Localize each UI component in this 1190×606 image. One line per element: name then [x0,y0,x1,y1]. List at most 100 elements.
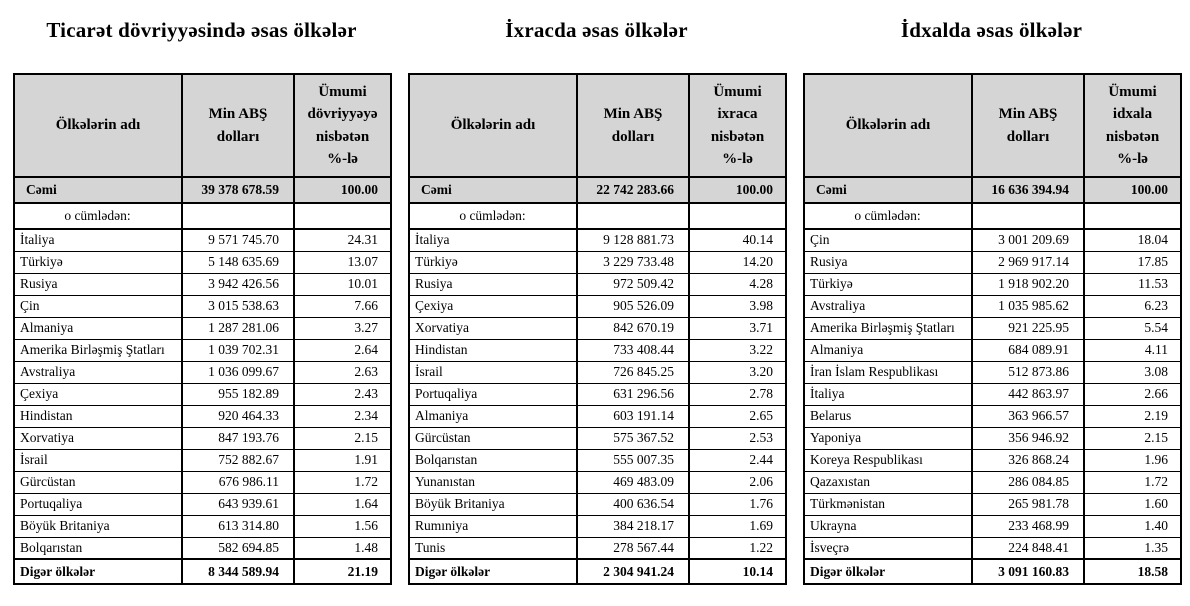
country-value: 512 873.86 [971,360,1085,384]
country-value: 842 670.19 [576,316,690,340]
table-row: Almaniya 684 089.91 4.11 [803,338,1182,362]
country-value: 3 229 733.48 [576,250,690,274]
column-header: Min ABŞ dolları [971,73,1085,178]
country-name: Rusiya [13,272,183,296]
country-value: 384 218.17 [576,514,690,538]
subheader-row: o cümlədən: [408,202,787,230]
country-value: 752 882.67 [181,448,295,472]
empty-cell [576,202,690,230]
empty-cell [181,202,295,230]
country-name: Türkiyə [803,272,973,296]
country-name: Gürcüstan [408,426,578,450]
country-percent: 10.01 [293,272,392,296]
table-row: Rumıniya 384 218.17 1.69 [408,514,787,538]
country-name: İtaliya [13,228,183,252]
country-value: 1 039 702.31 [181,338,295,362]
country-value: 972 509.42 [576,272,690,296]
table-row: Böyük Britaniya 400 636.54 1.76 [408,492,787,516]
table-row: Türkiyə 3 229 733.48 14.20 [408,250,787,274]
country-value: 356 946.92 [971,426,1085,450]
country-name: Çin [13,294,183,318]
country-value: 442 863.97 [971,382,1085,406]
country-percent: 18.04 [1083,228,1182,252]
country-name: Gürcüstan [13,470,183,494]
country-name: Ukrayna [803,514,973,538]
total-percent: 100.00 [688,176,787,204]
table-row: Gürcüstan 676 986.11 1.72 [13,470,392,494]
table-title-exports: İxracda əsas ölkələr [505,18,688,42]
table-row: Rusiya 2 969 917.14 17.85 [803,250,1182,274]
table-row: Xorvatiya 847 193.76 2.15 [13,426,392,450]
country-percent: 14.20 [688,250,787,274]
country-percent: 2.53 [688,426,787,450]
country-percent: 1.64 [293,492,392,516]
column-header: Min ABŞ dolları [181,73,295,178]
other-percent: 21.19 [293,558,392,585]
table-row: İsrail 726 845.25 3.20 [408,360,787,384]
country-name: Türkmənistan [803,492,973,516]
exports-table: Ölkələrin adı Min ABŞ dolları Ümumi ixraca… [408,73,787,585]
country-value: 1 036 099.67 [181,360,295,384]
country-name: Almaniya [408,404,578,428]
imports-table: Ölkələrin adı Min ABŞ dolları Ümumi idxala… [803,73,1182,585]
country-name: Türkiyə [408,250,578,274]
table-row: Koreya Respublikası 326 868.24 1.96 [803,448,1182,472]
country-name: İtaliya [803,382,973,406]
table-row: İtaliya 442 863.97 2.66 [803,382,1182,406]
country-name: Türkiyə [13,250,183,274]
country-value: 955 182.89 [181,382,295,406]
country-value: 233 468.99 [971,514,1085,538]
country-value: 5 148 635.69 [181,250,295,274]
table-row: Rusiya 3 942 426.56 10.01 [13,272,392,296]
table-row: Böyük Britaniya 613 314.80 1.56 [13,514,392,538]
country-percent: 40.14 [688,228,787,252]
country-percent: 1.96 [1083,448,1182,472]
country-name: Amerika Birləşmiş Ştatları [13,338,183,362]
table-row: Bolqarıstan 582 694.85 1.48 [13,536,392,560]
country-percent: 1.60 [1083,492,1182,516]
country-name: İsrail [13,448,183,472]
country-percent: 2.44 [688,448,787,472]
table-row: Almaniya 603 191.14 2.65 [408,404,787,428]
table-row: Çin 3 001 209.69 18.04 [803,228,1182,252]
table-row: İran İslam Respublikası 512 873.86 3.08 [803,360,1182,384]
country-name: Qazaxıstan [803,470,973,494]
country-name: Xorvatiya [408,316,578,340]
subheader-row: o cümlədən: [803,202,1182,230]
table-row: Belarus 363 966.57 2.19 [803,404,1182,428]
country-percent: 3.08 [1083,360,1182,384]
other-value: 8 344 589.94 [181,558,295,585]
subheader-row: o cümlədən: [13,202,392,230]
country-percent: 1.56 [293,514,392,538]
country-percent: 5.54 [1083,316,1182,340]
country-name: Bolqarıstan [13,536,183,560]
subheader-label: o cümlədən: [408,202,578,230]
other-label: Digər ölkələr [13,558,183,585]
country-percent: 3.98 [688,294,787,318]
country-percent: 7.66 [293,294,392,318]
header-row: Ölkələrin adı Min ABŞ dolları Ümumi ixraca… [408,73,787,178]
country-percent: 1.35 [1083,536,1182,560]
country-percent: 1.72 [1083,470,1182,494]
country-percent: 13.07 [293,250,392,274]
table-row: İsveçrə 224 848.41 1.35 [803,536,1182,560]
country-percent: 1.76 [688,492,787,516]
country-value: 613 314.80 [181,514,295,538]
country-value: 469 483.09 [576,470,690,494]
country-value: 603 191.14 [576,404,690,428]
total-label: Cəmi [13,176,183,204]
country-name: Rusiya [408,272,578,296]
table-title-imports: İdxalda əsas ölkələr [900,18,1083,42]
country-value: 286 084.85 [971,470,1085,494]
country-percent: 2.43 [293,382,392,406]
country-name: İtaliya [408,228,578,252]
country-name: Böyük Britaniya [13,514,183,538]
empty-cell [1083,202,1182,230]
table-row: Portuqaliya 631 296.56 2.78 [408,382,787,406]
country-percent: 1.72 [293,470,392,494]
country-percent: 2.15 [293,426,392,450]
total-label: Cəmi [408,176,578,204]
other-percent: 10.14 [688,558,787,585]
table-row: Gürcüstan 575 367.52 2.53 [408,426,787,450]
table-row: İtaliya 9 128 881.73 40.14 [408,228,787,252]
